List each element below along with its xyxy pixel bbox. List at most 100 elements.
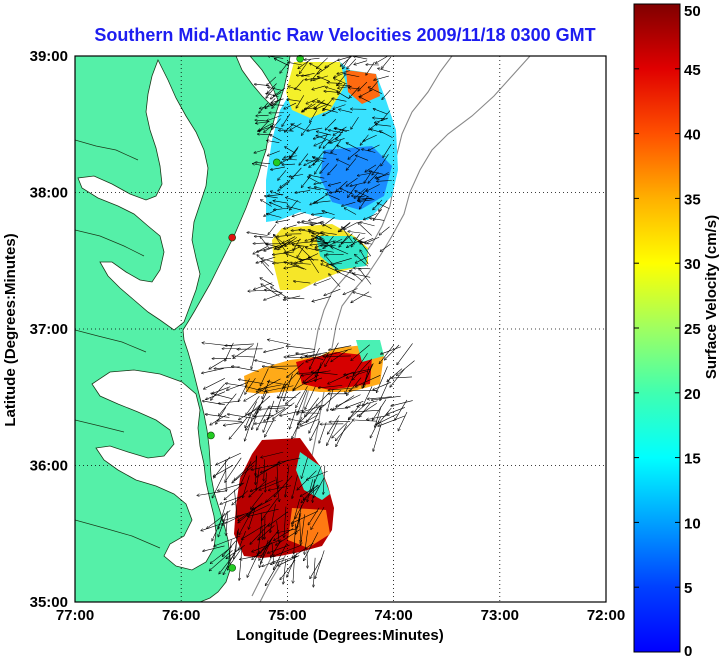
velocity-vector <box>294 281 311 284</box>
velocity-vector <box>357 402 377 416</box>
velocity-vector <box>267 115 282 120</box>
velocity-vector <box>352 196 365 197</box>
velocity-vector <box>283 558 287 584</box>
velocity-vector <box>379 226 390 235</box>
velocity-vector <box>226 383 244 387</box>
velocity-vector <box>285 147 296 154</box>
velocity-vector <box>267 214 282 218</box>
velocity-vector <box>264 408 286 421</box>
velocity-vector <box>316 200 331 203</box>
velocity-vector <box>295 498 306 519</box>
velocity-vector <box>291 167 302 179</box>
velocity-vector <box>256 391 268 413</box>
velocity-vector <box>312 212 328 215</box>
velocity-vector <box>238 504 260 520</box>
y-tick-labels: 39:00 38:00 37:00 36:00 35:00 <box>30 48 68 611</box>
velocity-vector <box>278 457 301 462</box>
velocity-vector <box>280 179 291 188</box>
velocity-vector <box>309 406 322 433</box>
velocity-vector <box>330 258 352 264</box>
velocity-vector <box>277 234 292 236</box>
velocity-vector <box>298 245 315 261</box>
velocity-vector <box>382 89 391 99</box>
velocity-vector <box>332 421 348 438</box>
velocity-vector <box>326 356 351 357</box>
velocity-vector <box>284 506 287 538</box>
velocity-vector <box>359 199 375 202</box>
velocity-vector <box>241 524 267 539</box>
velocity-vector <box>292 543 314 557</box>
velocity-vector <box>265 290 283 293</box>
velocity-vector <box>209 550 233 570</box>
velocity-vector <box>287 206 302 211</box>
velocity-vector <box>353 353 368 374</box>
grid-lines <box>75 56 606 602</box>
coastal-river-1 <box>75 139 161 549</box>
colorbar-tick-label: 50 <box>684 3 701 20</box>
velocity-vector <box>284 224 297 229</box>
velocity-vector <box>289 408 297 429</box>
velocity-vector <box>301 485 321 503</box>
velocity-vector <box>301 457 308 478</box>
colorbar: 0 5 10 15 20 25 30 35 40 45 50 Surface Velocity (c… <box>633 3 720 659</box>
y-tick-label: 39:00 <box>30 48 68 65</box>
velocity-vector <box>267 141 280 143</box>
velocity-vector <box>268 404 293 407</box>
colorbar-tick-labels: 0 5 10 15 20 25 30 35 40 45 50 <box>634 3 701 659</box>
velocity-vector <box>240 554 262 559</box>
x-tick-labels: 77:00 76:00 75:00 74:00 73:00 72:00 <box>56 607 625 624</box>
velocity-vector <box>308 257 319 274</box>
velocity-vector <box>265 472 266 491</box>
velocity-vector <box>354 268 371 269</box>
velocity-vector <box>234 489 237 518</box>
velocity-vector <box>261 459 289 473</box>
velocity-vector <box>344 208 357 215</box>
velocity-vector <box>248 507 256 529</box>
velocity-vector <box>306 470 328 480</box>
velocity-vector <box>313 476 325 497</box>
velocity-vector <box>268 224 277 234</box>
velocity-vector <box>254 420 277 424</box>
velocity-vector <box>260 529 280 553</box>
velocity-vector <box>347 377 362 396</box>
velocity-vector <box>245 378 256 394</box>
velocity-vector <box>254 148 267 153</box>
velocity-vector <box>360 250 369 265</box>
velocity-vector <box>244 386 268 401</box>
velocity-vector <box>379 200 388 211</box>
velocity-vector <box>277 463 278 488</box>
velocity-vector <box>252 539 280 552</box>
velocity-vector <box>314 187 330 191</box>
velocity-vector <box>256 467 260 491</box>
velocity-vector <box>363 134 377 141</box>
x-tick-label: 74:00 <box>374 607 412 624</box>
velocity-vector <box>212 386 231 394</box>
velocity-vector <box>333 104 346 109</box>
velocity-vector <box>267 150 280 156</box>
velocity-vector <box>370 80 379 91</box>
velocity-vector <box>306 404 321 422</box>
velocity-vector <box>280 559 296 580</box>
velocity-vector <box>224 421 244 425</box>
velocity-vector <box>311 465 322 492</box>
velocity-vector <box>216 407 227 424</box>
velocity-vector <box>348 149 360 159</box>
velocity-vector <box>381 346 402 354</box>
chesapeake-bay <box>77 59 209 331</box>
velocity-vector <box>377 180 392 181</box>
velocity-vector <box>323 465 326 494</box>
velocity-vector <box>340 188 353 195</box>
velocity-vector <box>295 190 311 192</box>
velocity-vector <box>284 262 304 270</box>
velocity-vector <box>264 209 277 217</box>
velocity-vector <box>397 360 415 376</box>
velocity-vector <box>239 548 243 581</box>
velocity-vector <box>313 158 327 159</box>
velocity-vector <box>306 248 323 252</box>
velocity-vector <box>278 170 287 180</box>
velocity-vector <box>202 368 224 373</box>
velocity-vector <box>295 79 304 90</box>
velocity-vector <box>273 543 288 569</box>
velocity-vector <box>222 513 245 525</box>
